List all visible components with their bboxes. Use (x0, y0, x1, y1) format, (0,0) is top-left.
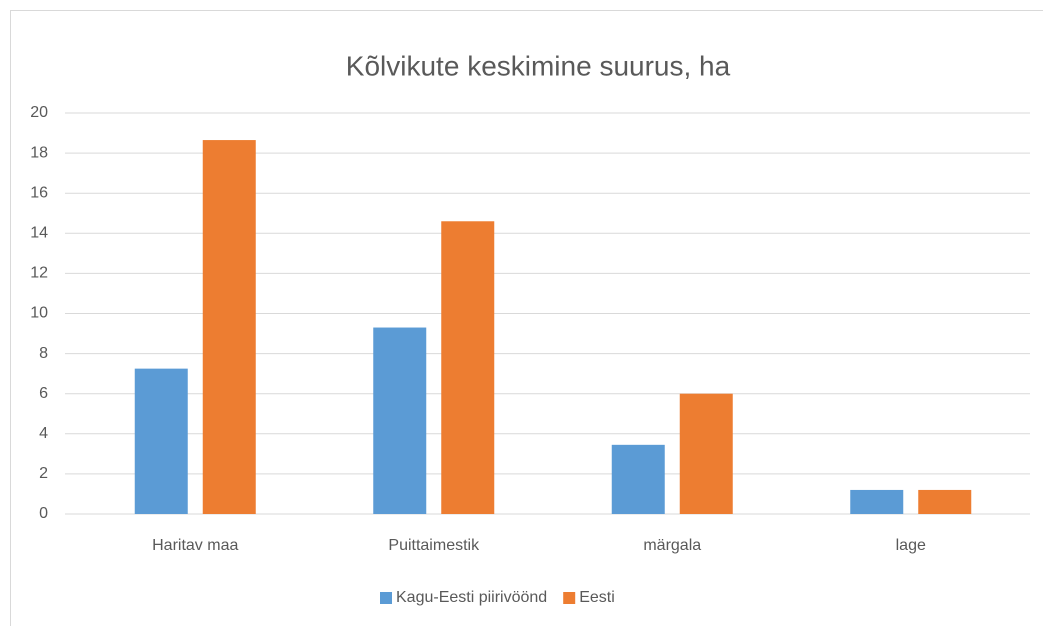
y-tick-label: 6 (39, 385, 48, 402)
x-tick-label: lage (896, 537, 926, 554)
y-tick-label: 8 (39, 345, 48, 362)
bar (134, 368, 188, 514)
y-tick-label: 2 (39, 465, 48, 482)
y-tick-label: 20 (30, 104, 48, 121)
bar (611, 444, 665, 514)
y-tick-label: 10 (30, 305, 48, 322)
y-tick-label: 18 (30, 144, 48, 161)
y-tick-label: 12 (30, 265, 48, 282)
y-tick-label: 0 (39, 505, 48, 522)
y-tick-label: 4 (39, 425, 48, 442)
legend-swatch (563, 592, 576, 604)
chart-title: Kõlvikute keskimine suurus, ha (346, 50, 731, 81)
bar (918, 489, 972, 514)
bar (850, 489, 904, 514)
chart-frame (10, 10, 1043, 626)
bar (441, 221, 495, 514)
bar (679, 393, 733, 514)
bar (373, 327, 427, 514)
bar (202, 140, 256, 514)
y-tick-label: 14 (30, 225, 48, 242)
x-tick-label: Puittaimestik (388, 537, 480, 554)
x-tick-label: Haritav maa (152, 537, 238, 554)
legend-label: Kagu-Eesti piirivöönd (396, 589, 547, 606)
x-tick-label: märgala (643, 537, 701, 554)
y-tick-label: 16 (30, 184, 48, 201)
legend-swatch (380, 592, 392, 604)
legend-label: Eesti (579, 589, 615, 606)
